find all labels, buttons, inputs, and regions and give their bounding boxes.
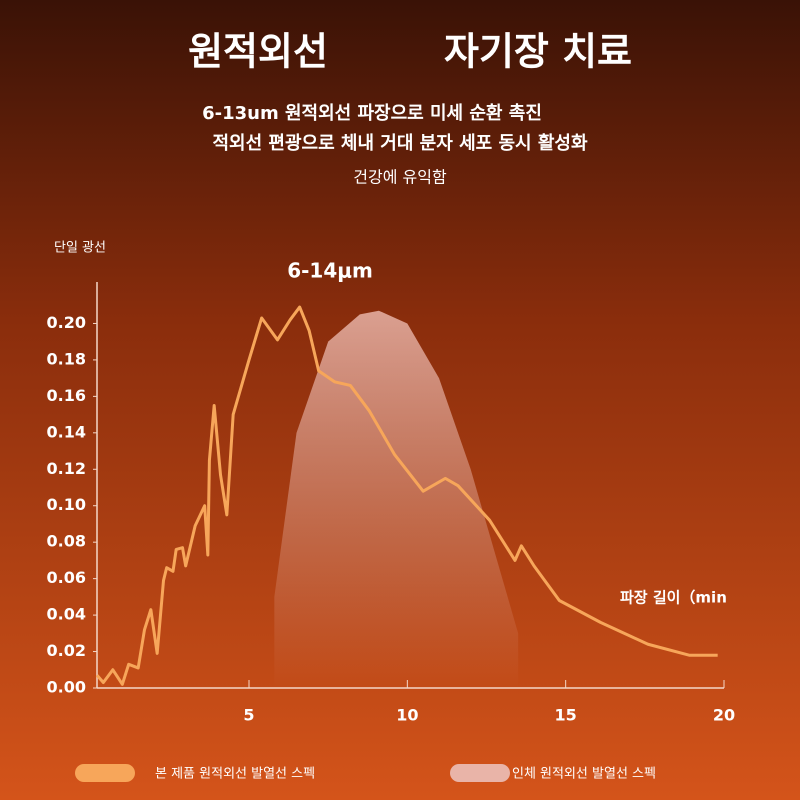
x-axis-label: 파장 길이（min (620, 589, 727, 607)
title-right: 자기장 치료 (444, 30, 632, 74)
y-tick-label: 0.08 (47, 532, 86, 551)
area (274, 310, 519, 688)
y-tick-label: 0.18 (47, 349, 86, 368)
subtitle: 적외선 편광으로 체내 거대 분자 세포 동시 활성화 (212, 133, 588, 154)
y-tick-label: 0.10 (47, 495, 86, 514)
x-tick-label: 20 (713, 706, 735, 725)
line (95, 305, 718, 686)
y-tick-label: 0.14 (47, 422, 86, 441)
x-tick-label: 10 (396, 706, 418, 725)
title: 원적외선 (188, 30, 328, 74)
subtitle: 건강에 유익함 (353, 168, 447, 187)
y-tick-label: 0.12 (47, 459, 86, 478)
legend-label: 본 제품 원적외선 발열선 스펙 (155, 767, 315, 782)
legend-label: 인체 원적외선 발열선 스펙 (512, 767, 656, 782)
annotation: 6-14μm (287, 259, 373, 283)
y-tick-label: 0.02 (47, 641, 86, 660)
legend-swatch (450, 764, 510, 782)
y-tick-label: 0.04 (47, 605, 86, 624)
y-tick-label: 0.16 (47, 386, 86, 405)
plot: 0.00 0.02 0.04 0.06 0.08 0.10 0.12 0.14 0.16 0.18… (47, 282, 735, 782)
y-axis-label: 단일 광선 (54, 241, 106, 256)
subtitle: 6-13um 원적외선 파장으로 미세 순환 촉진 (202, 102, 542, 124)
y-tick-label: 0.20 (47, 313, 86, 332)
y-tick-label: 0.06 (47, 568, 86, 587)
y-tick-label: 0.00 (47, 678, 86, 697)
x-tick-label: 15 (555, 706, 577, 725)
x-tick-label: 5 (243, 706, 254, 725)
legend-swatch (75, 764, 135, 782)
